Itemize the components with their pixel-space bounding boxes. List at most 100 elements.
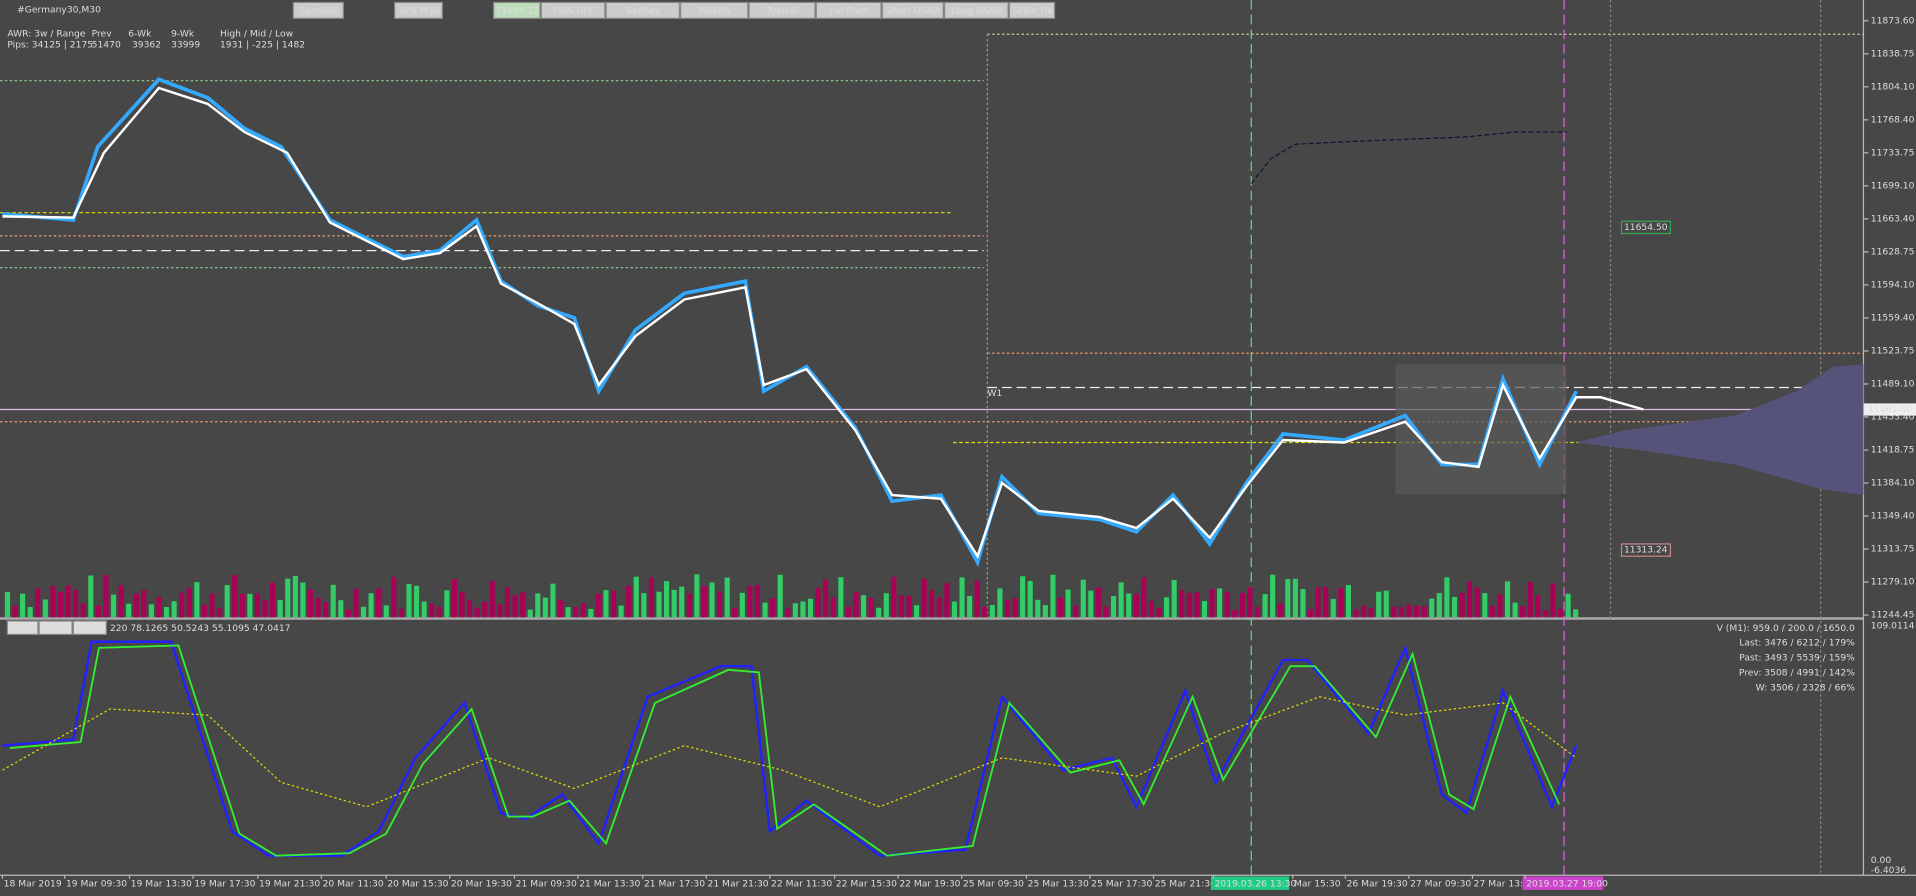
price-label: 11313.75 — [1871, 544, 1915, 555]
volume-bar — [1217, 588, 1223, 618]
volume-bar — [701, 586, 708, 618]
volume-bar — [27, 607, 33, 618]
nav-button[interactable] — [72, 620, 107, 636]
volume-bar — [1186, 592, 1192, 618]
price-label: 11349.40 — [1871, 511, 1915, 522]
volume-bar — [777, 574, 783, 618]
volume-bar — [1360, 605, 1367, 618]
toolbar-button[interactable] — [493, 1, 541, 19]
nav-button-label[interactable]: >>> — [79, 623, 102, 634]
stat-line: V (M1): 959.0 / 200.0 / 1650.0 — [1717, 623, 1855, 634]
stat-line: Past: 3493 / 5539 / 159% — [1739, 653, 1855, 664]
volume-bar — [982, 606, 988, 618]
volume-bar — [262, 600, 268, 618]
volume-bar — [368, 593, 374, 618]
nav-button-label[interactable]: OFF — [47, 623, 65, 634]
volume-bar — [520, 592, 526, 618]
volume-bar — [1474, 587, 1480, 618]
volume-bar — [1103, 606, 1109, 618]
volume-bar — [739, 592, 745, 618]
toolbar-button[interactable] — [815, 1, 882, 19]
volume-bar — [217, 608, 223, 618]
nav-button-label[interactable]: <<< — [12, 623, 35, 634]
volume-bar — [50, 585, 56, 618]
time-label: 22 Mar 15:30 — [836, 878, 897, 889]
volume-bar — [542, 597, 548, 618]
volume-bar — [853, 592, 859, 618]
toolbar-button-label[interactable]: Weekly — [698, 6, 732, 17]
toolbar-button[interactable] — [1008, 1, 1056, 19]
volume-bar — [754, 585, 761, 618]
volume-bar — [1459, 592, 1465, 618]
toolbar-button-label[interactable]: Short DSMA — [886, 6, 941, 17]
volume-bar — [512, 595, 518, 618]
nav-button[interactable] — [6, 620, 39, 636]
volume-bar — [413, 585, 420, 618]
volume-bar — [1406, 604, 1412, 618]
volume-bar — [527, 609, 533, 618]
volume-bar — [1073, 605, 1079, 618]
volume-bar — [1057, 597, 1064, 618]
volume-bar — [421, 601, 427, 618]
time-label: 20 Mar 11:30 — [323, 878, 384, 889]
volume-bar — [717, 591, 723, 618]
volume-bar — [141, 589, 147, 618]
price-label: 11628.75 — [1871, 246, 1915, 257]
price-label: 11489.10 — [1871, 378, 1915, 389]
volume-bar — [88, 575, 94, 618]
volume-bar — [1504, 581, 1511, 618]
info-value: 1931 | -225 | 1482 — [220, 40, 305, 51]
toolbar-button-label[interactable]: Sydney — [626, 6, 660, 17]
toolbar-button-label[interactable]: FIBS OFF — [553, 6, 594, 17]
volume-bar — [1573, 609, 1579, 618]
toolbar-button-label[interactable]: 11469.12 — [496, 6, 540, 17]
volume-bar — [103, 574, 109, 618]
toolbar-button-label[interactable]: Scale Fix — [1012, 6, 1053, 17]
toolbar-button-label[interactable]: Long DSMA — [951, 6, 1004, 17]
price-label: 11733.75 — [1871, 147, 1915, 158]
toolbar-button-label[interactable]: Typical — [766, 6, 798, 17]
volume-bar — [898, 595, 904, 618]
toolbar-button-label[interactable]: APB M30 — [399, 6, 440, 17]
volume-bar — [57, 591, 64, 618]
info-label: Prev — [92, 29, 113, 40]
price-smooth — [2, 86, 1644, 559]
volume-bar — [1133, 593, 1139, 618]
time-label: 22 Mar 19:30 — [899, 878, 960, 889]
price-label: 11699.10 — [1871, 180, 1915, 191]
volume-bar — [626, 585, 632, 618]
volume-bar — [1080, 579, 1086, 618]
toolbar-button[interactable] — [881, 1, 944, 19]
volume-bar — [277, 600, 283, 618]
tag-box — [1620, 220, 1672, 235]
volume-bar — [4, 591, 11, 618]
nav-button[interactable] — [38, 620, 73, 636]
volume-bar — [1315, 587, 1321, 618]
volume-bar — [936, 597, 942, 618]
volume-bar — [1171, 580, 1177, 618]
toolbar-button[interactable] — [394, 1, 443, 19]
price-label: 11279.10 — [1871, 577, 1915, 588]
toolbar-button[interactable] — [540, 1, 606, 19]
volume-bar — [815, 587, 821, 618]
toolbar-button[interactable] — [680, 1, 749, 19]
toolbar-button-label[interactable]: Symbols — [299, 6, 338, 17]
stat-line: Last: 3476 / 6212 / 179% — [1739, 638, 1855, 649]
toolbar-button[interactable] — [605, 1, 681, 19]
time-label: 21 Mar 17:30 — [644, 878, 705, 889]
volume-bar — [1277, 603, 1283, 618]
volume-bar — [1118, 582, 1124, 618]
toolbar-button[interactable] — [292, 1, 344, 19]
toolbar-button[interactable] — [943, 1, 1009, 19]
volume-bar — [239, 593, 245, 618]
time-label: 25 Mar 13:30 — [1028, 878, 1089, 889]
toolbar-button[interactable] — [748, 1, 816, 19]
toolbar-button-label[interactable]: cur.Pivot — [830, 6, 870, 17]
volume-bar — [224, 584, 230, 618]
oscillator-line — [2, 640, 1578, 857]
volume-bar — [1065, 589, 1071, 618]
volume-bar — [201, 604, 207, 618]
volume-bar — [1353, 609, 1359, 618]
volume-bar — [467, 599, 473, 618]
